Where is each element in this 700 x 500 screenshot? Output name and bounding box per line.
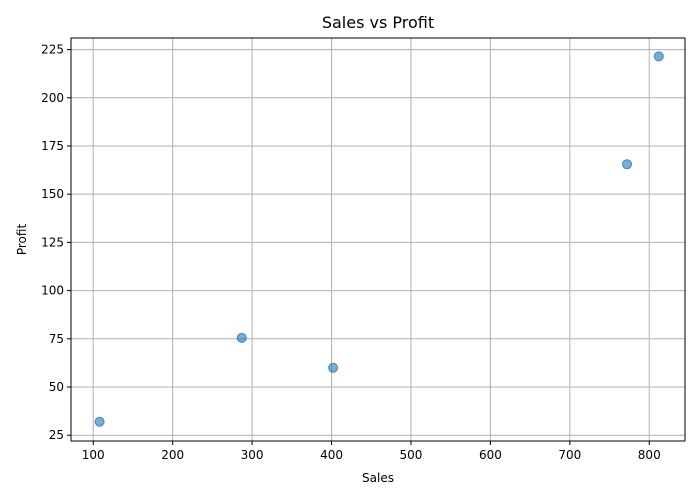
chart-title: Sales vs Profit bbox=[322, 13, 434, 32]
x-tick-label: 800 bbox=[638, 448, 661, 462]
scatter-point bbox=[236, 332, 247, 343]
scatter-point bbox=[328, 362, 339, 373]
y-tick-label: 200 bbox=[41, 91, 64, 105]
x-tick-label: 500 bbox=[400, 448, 423, 462]
y-axis-label: Profit bbox=[15, 224, 29, 256]
y-tick-label: 25 bbox=[49, 428, 64, 442]
y-tick-label: 50 bbox=[49, 380, 64, 394]
y-tick-label: 175 bbox=[41, 139, 64, 153]
scatter-point bbox=[94, 416, 105, 427]
axes bbox=[70, 37, 686, 442]
y-tick-label: 125 bbox=[41, 235, 64, 249]
x-tick-label: 100 bbox=[82, 448, 105, 462]
y-tick-label: 225 bbox=[41, 43, 64, 57]
x-axis-label: Sales bbox=[362, 471, 394, 485]
x-tick-label: 400 bbox=[320, 448, 343, 462]
y-tick-label: 150 bbox=[41, 187, 64, 201]
scatter-point bbox=[653, 51, 664, 62]
data-points bbox=[94, 51, 664, 427]
x-tick-label: 200 bbox=[161, 448, 184, 462]
y-tick-label: 100 bbox=[41, 284, 64, 298]
x-ticks: 100 200 300 400 500 600 700 800 bbox=[82, 441, 661, 462]
x-tick-label: 300 bbox=[241, 448, 264, 462]
scatter-point bbox=[622, 159, 633, 170]
grid bbox=[71, 38, 685, 441]
x-tick-label: 600 bbox=[479, 448, 502, 462]
plot-frame bbox=[70, 37, 686, 442]
y-ticks: 25 50 75 100 125 150 175 200 225 bbox=[41, 43, 71, 442]
y-tick-label: 75 bbox=[49, 332, 64, 346]
x-tick-label: 700 bbox=[558, 448, 581, 462]
